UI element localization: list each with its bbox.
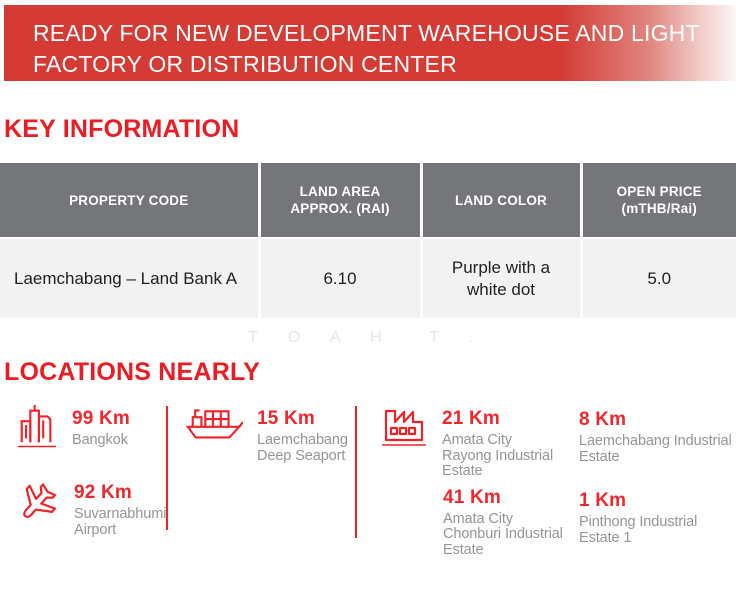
- location-item-laemchabang-estate: 8 Km Laemchabang Industrial Estate: [579, 410, 736, 465]
- land-area-value: 6.10: [259, 237, 423, 318]
- land-color-value: Purple with a white dot: [421, 237, 583, 318]
- table-header-row: PROPERTY CODE LAND AREA APPROX. (RAI) LA…: [0, 163, 736, 238]
- column-divider: [166, 406, 168, 530]
- property-code-value: Laemchabang – Land Bank A: [0, 237, 261, 318]
- location-item-bangkok: 99 Km Bangkok: [16, 402, 166, 450]
- distance-value: 1 Km: [579, 490, 627, 511]
- distance-value: 92 Km: [74, 482, 133, 503]
- location-item-laemchabang-seaport: 15 Km Laemchabang Deep Seaport: [185, 402, 348, 464]
- city-buildings-icon: [16, 402, 58, 450]
- distance-value: 21 Km: [442, 408, 501, 429]
- distance-value: 41 Km: [443, 486, 502, 508]
- column-header-property-code: PROPERTY CODE: [0, 163, 261, 238]
- locations-column-4: 8 Km Laemchabang Industrial Estate 1 Km …: [565, 402, 736, 546]
- locations-nearly-heading: LOCATIONS NEARLY: [4, 358, 260, 386]
- cargo-ship-icon: [185, 402, 243, 442]
- header-banner: READY FOR NEW DEVELOPMENT WAREHOUSE AND …: [4, 5, 736, 81]
- locations-column-1: 99 Km Bangkok 92 Km Suvarnabhumi Airport: [16, 402, 166, 538]
- location-label: Amata City Chonburi Industrial Estate: [443, 510, 563, 558]
- location-label: Pinthong Industrial Estate 1: [579, 514, 698, 546]
- location-label: Laemchabang Deep Seaport: [257, 432, 348, 464]
- column-header-land-area: LAND AREA APPROX. (RAI): [259, 163, 423, 238]
- column-header-land-color: LAND COLOR: [421, 163, 583, 238]
- location-label: Amata City Rayong Industrial Estate: [442, 432, 554, 479]
- airplane-icon: [16, 476, 60, 528]
- location-item-pinthong-estate: 1 Km Pinthong Industrial Estate 1: [579, 491, 736, 546]
- location-item-amata-chonburi: 41 Km Amata City Chonburi Industrial Est…: [380, 486, 565, 559]
- location-label: Suvarnabhumi Airport: [74, 506, 167, 538]
- column-header-open-price: OPEN PRICE (mTHB/Rai): [581, 163, 736, 238]
- table-row: Laemchabang – Land Bank A 6.10 Purple wi…: [0, 237, 736, 318]
- column-divider: [355, 406, 357, 538]
- open-price-value: 5.0: [581, 237, 736, 318]
- location-label: Laemchabang Industrial Estate: [579, 433, 732, 465]
- distance-value: 99 Km: [72, 408, 131, 429]
- distance-value: 8 Km: [579, 409, 627, 430]
- location-item-suvarnabhumi-airport: 92 Km Suvarnabhumi Airport: [16, 476, 166, 538]
- locations-column-2: 15 Km Laemchabang Deep Seaport: [185, 402, 348, 464]
- locations-section: 99 Km Bangkok 92 Km Suvarnabhumi Airport: [0, 402, 736, 558]
- factory-icon: [380, 402, 428, 448]
- banner-title: READY FOR NEW DEVELOPMENT WAREHOUSE AND …: [33, 20, 700, 77]
- key-information-heading: KEY INFORMATION: [4, 115, 240, 143]
- watermark-text: T O A H T .: [248, 329, 487, 346]
- location-item-amata-rayong: 21 Km Amata City Rayong Industrial Estat…: [380, 402, 565, 480]
- location-label: Bangkok: [72, 432, 128, 448]
- key-information-table: PROPERTY CODE LAND AREA APPROX. (RAI) LA…: [0, 163, 736, 318]
- locations-column-3: 21 Km Amata City Rayong Industrial Estat…: [380, 402, 565, 558]
- distance-value: 15 Km: [257, 408, 316, 429]
